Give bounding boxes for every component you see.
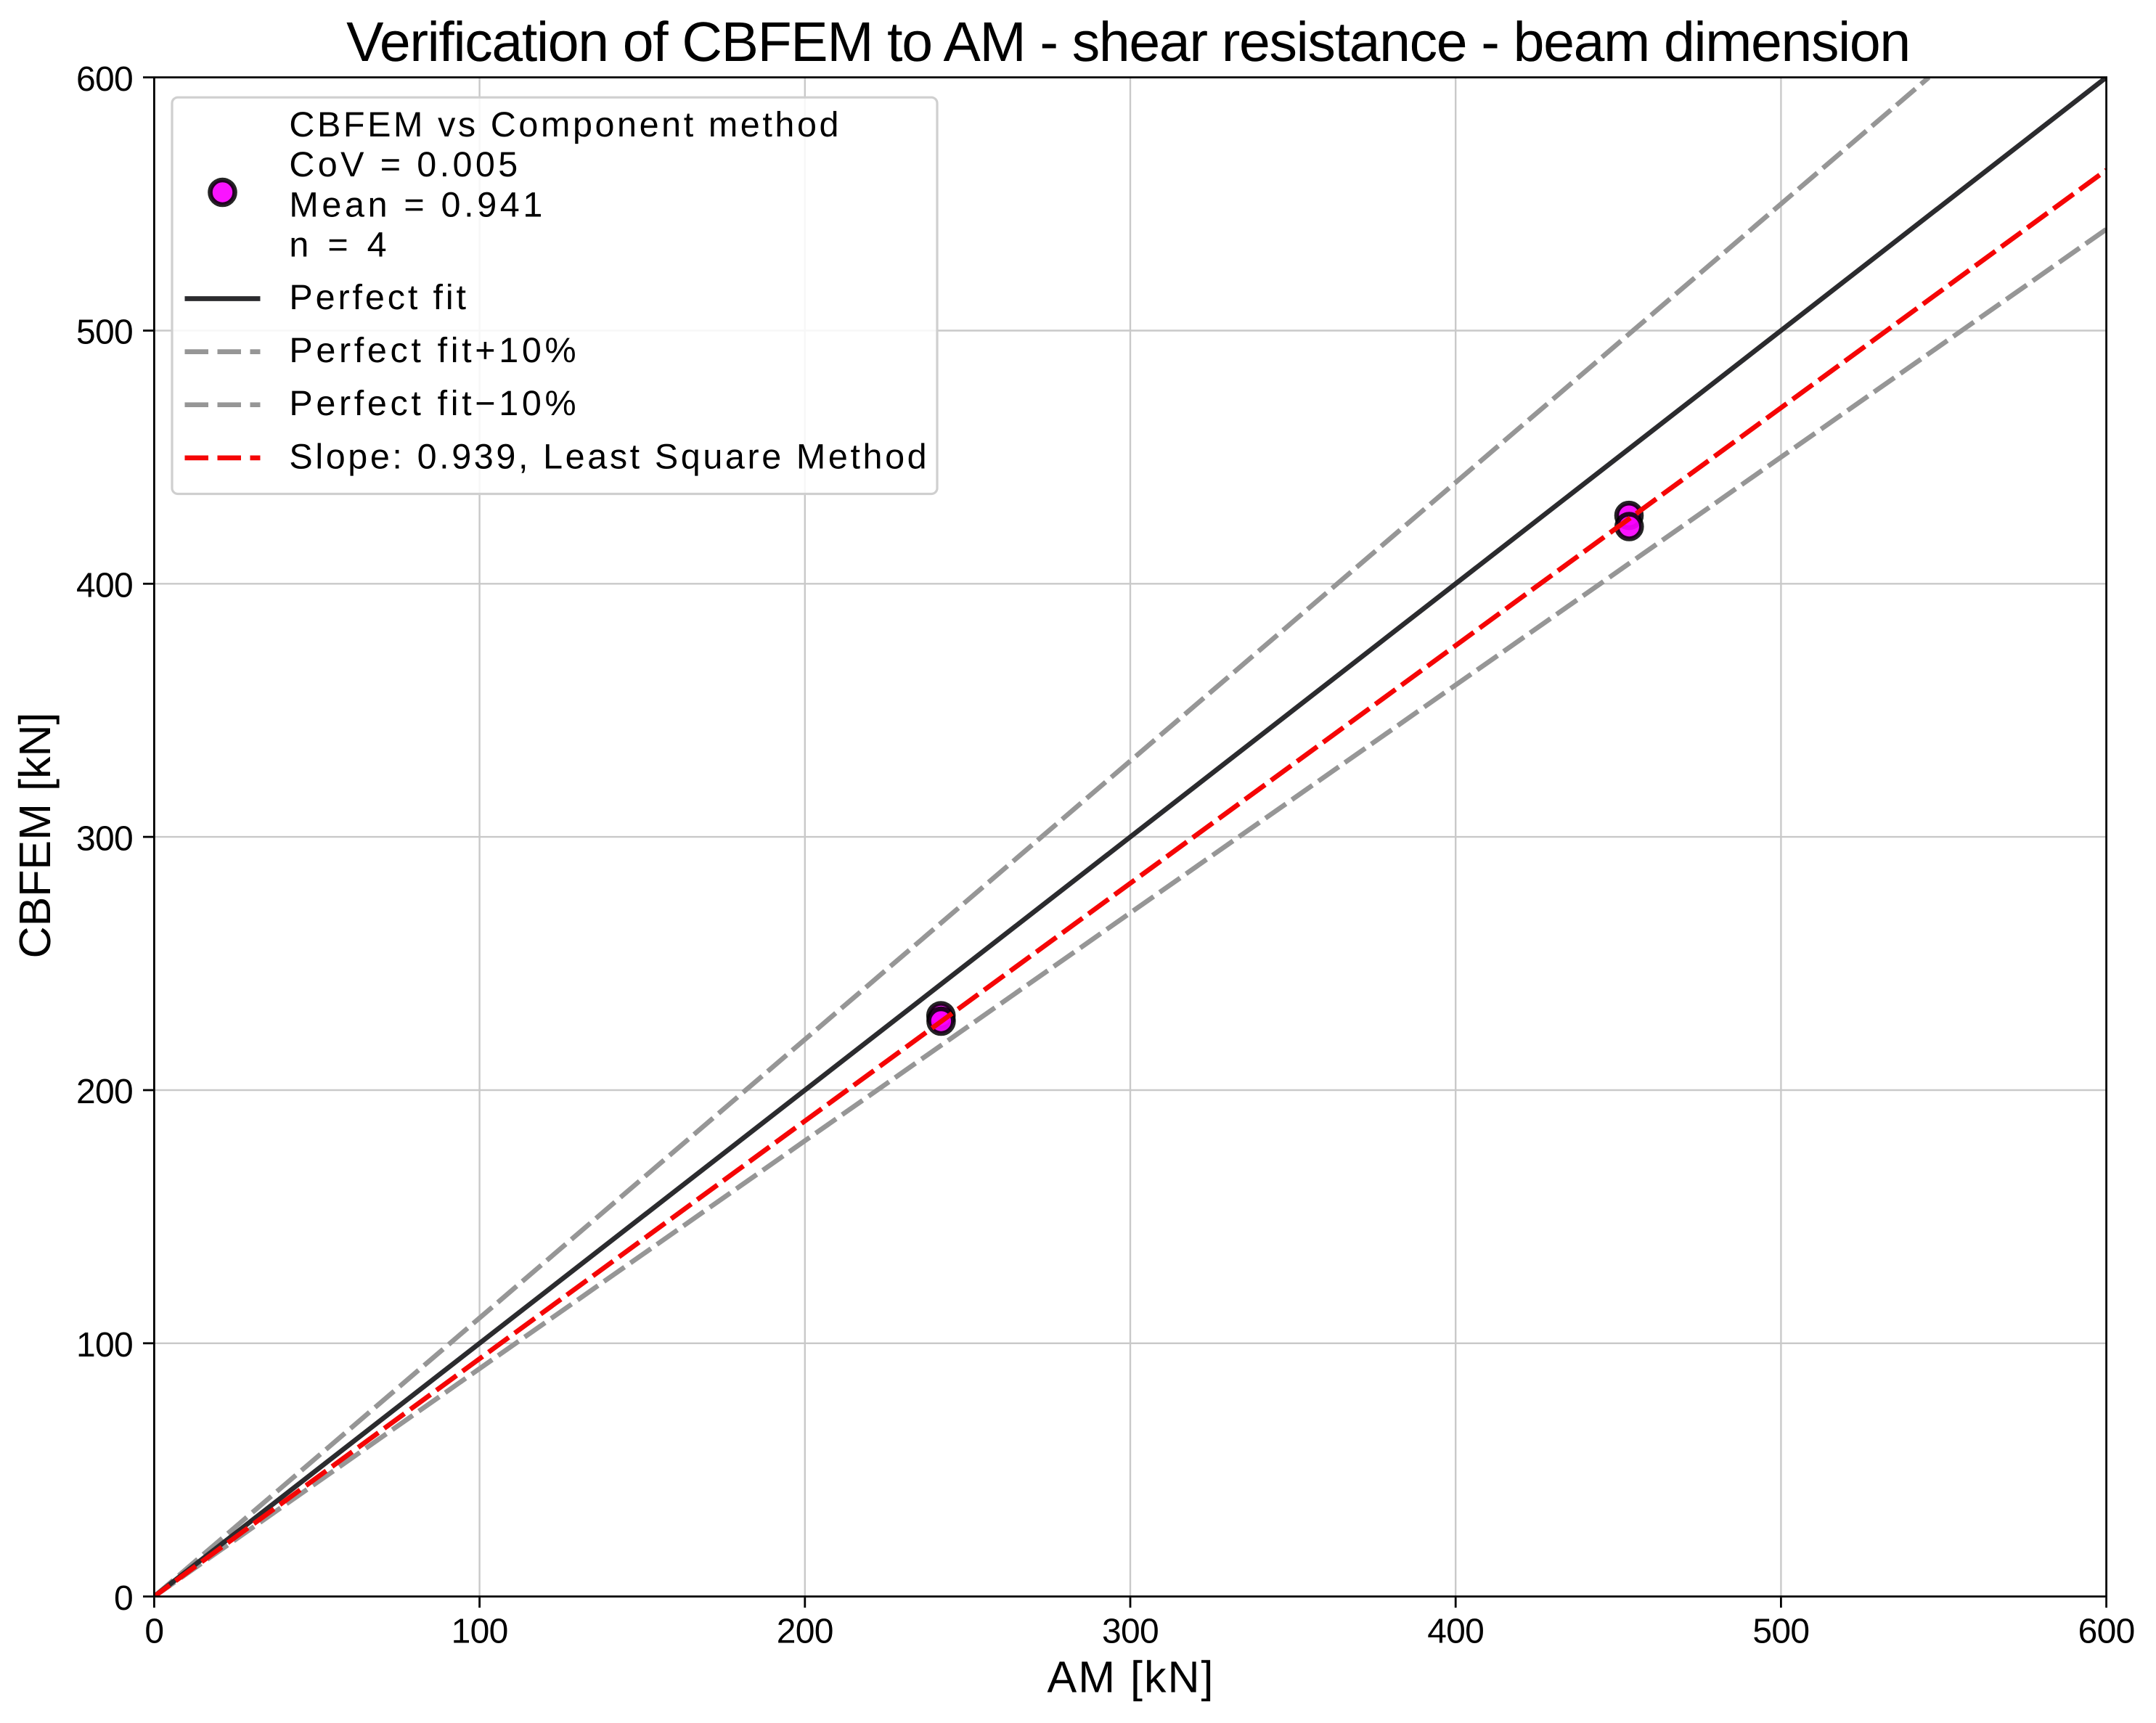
svg-text:Perfect fit: Perfect fit — [289, 278, 469, 317]
svg-text:100: 100 — [452, 1613, 508, 1651]
svg-text:300: 300 — [76, 819, 133, 858]
svg-text:200: 200 — [76, 1073, 133, 1111]
svg-text:AM [kN]: AM [kN] — [1048, 1653, 1215, 1702]
svg-text:400: 400 — [1427, 1613, 1484, 1651]
svg-text:500: 500 — [76, 314, 133, 352]
svg-text:500: 500 — [1752, 1613, 1809, 1651]
svg-text:300: 300 — [1102, 1613, 1159, 1651]
svg-text:400: 400 — [76, 567, 133, 605]
svg-text:100: 100 — [76, 1326, 133, 1364]
svg-text:CBFEM [kN]: CBFEM [kN] — [10, 713, 60, 959]
svg-text:n = 4: n = 4 — [289, 226, 388, 265]
svg-text:Perfect fit+10%: Perfect fit+10% — [289, 331, 579, 370]
svg-text:Perfect fit−10%: Perfect fit−10% — [289, 384, 579, 423]
svg-text:Mean = 0.941: Mean = 0.941 — [289, 185, 546, 224]
svg-text:Slope: 0.939, Least Square Met: Slope: 0.939, Least Square Method — [289, 437, 929, 476]
svg-text:600: 600 — [2078, 1613, 2135, 1651]
svg-text:600: 600 — [76, 60, 133, 99]
svg-text:CoV = 0.005: CoV = 0.005 — [289, 145, 520, 184]
svg-text:0: 0 — [114, 1579, 133, 1618]
svg-text:Verification of CBFEM to AM -: Verification of CBFEM to AM - shear resi… — [346, 11, 1910, 73]
svg-text:0: 0 — [144, 1613, 163, 1651]
svg-text:CBFEM vs Component method: CBFEM vs Component method — [289, 105, 841, 144]
svg-text:200: 200 — [777, 1613, 833, 1651]
